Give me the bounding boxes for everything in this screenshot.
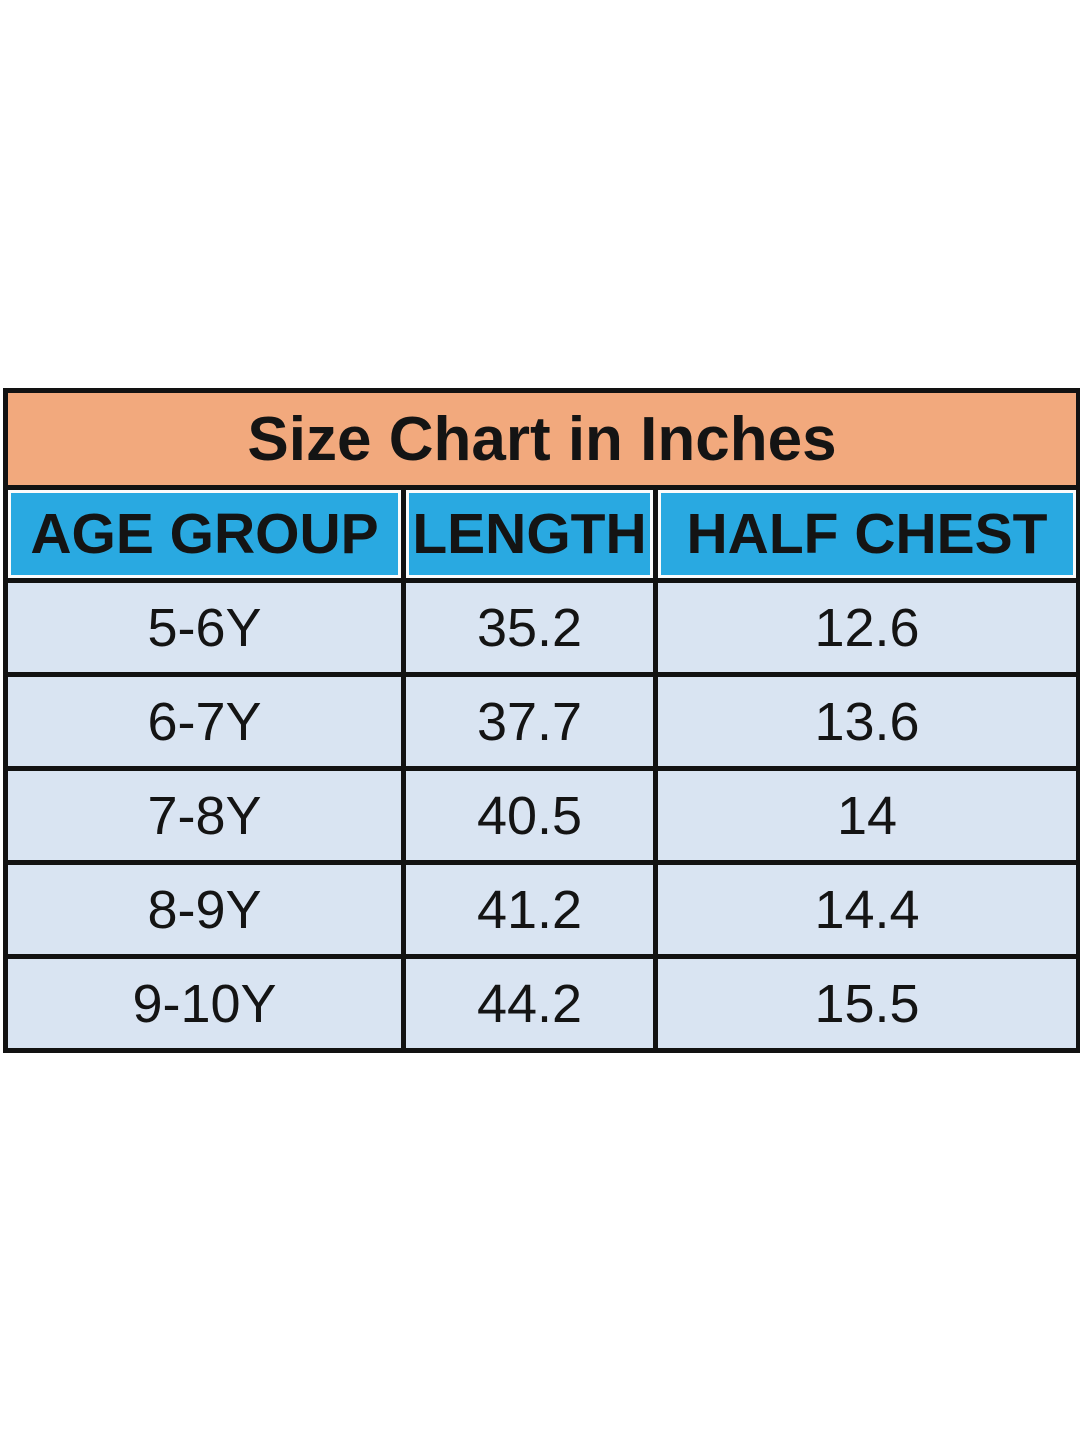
table-row: 9-10Y 44.2 15.5 [3,954,1080,1053]
table-cell: 14.4 [652,860,1080,959]
size-chart-table: Size Chart in Inches AGE GROUP LENGTH HA… [2,388,1080,1053]
table-cell: 9-10Y [3,954,406,1053]
table-row: 8-9Y 41.2 14.4 [3,860,1080,959]
table-cell: 37.7 [401,672,658,771]
table-header-row: AGE GROUP LENGTH HALF CHEST [3,485,1080,583]
table-title: Size Chart in Inches [2,388,1080,490]
table-cell: 44.2 [401,954,658,1053]
table-cell: 14 [652,766,1080,865]
column-header-length: LENGTH [401,485,658,583]
table-row: 7-8Y 40.5 14 [3,766,1080,865]
table-cell: 41.2 [401,860,658,959]
table-cell: 12.6 [652,578,1080,677]
table-cell: 40.5 [401,766,658,865]
table-cell: 13.6 [652,672,1080,771]
table-row: 6-7Y 37.7 13.6 [3,672,1080,771]
column-header-half-chest: HALF CHEST [652,485,1080,583]
column-header-age-group: AGE GROUP [3,485,406,583]
table-cell: 6-7Y [3,672,406,771]
table-cell: 5-6Y [3,578,406,677]
table-title-row: Size Chart in Inches [2,388,1080,490]
table-cell: 7-8Y [3,766,406,865]
table-row: 5-6Y 35.2 12.6 [3,578,1080,677]
table-cell: 15.5 [652,954,1080,1053]
table-cell: 35.2 [401,578,658,677]
table-cell: 8-9Y [3,860,406,959]
